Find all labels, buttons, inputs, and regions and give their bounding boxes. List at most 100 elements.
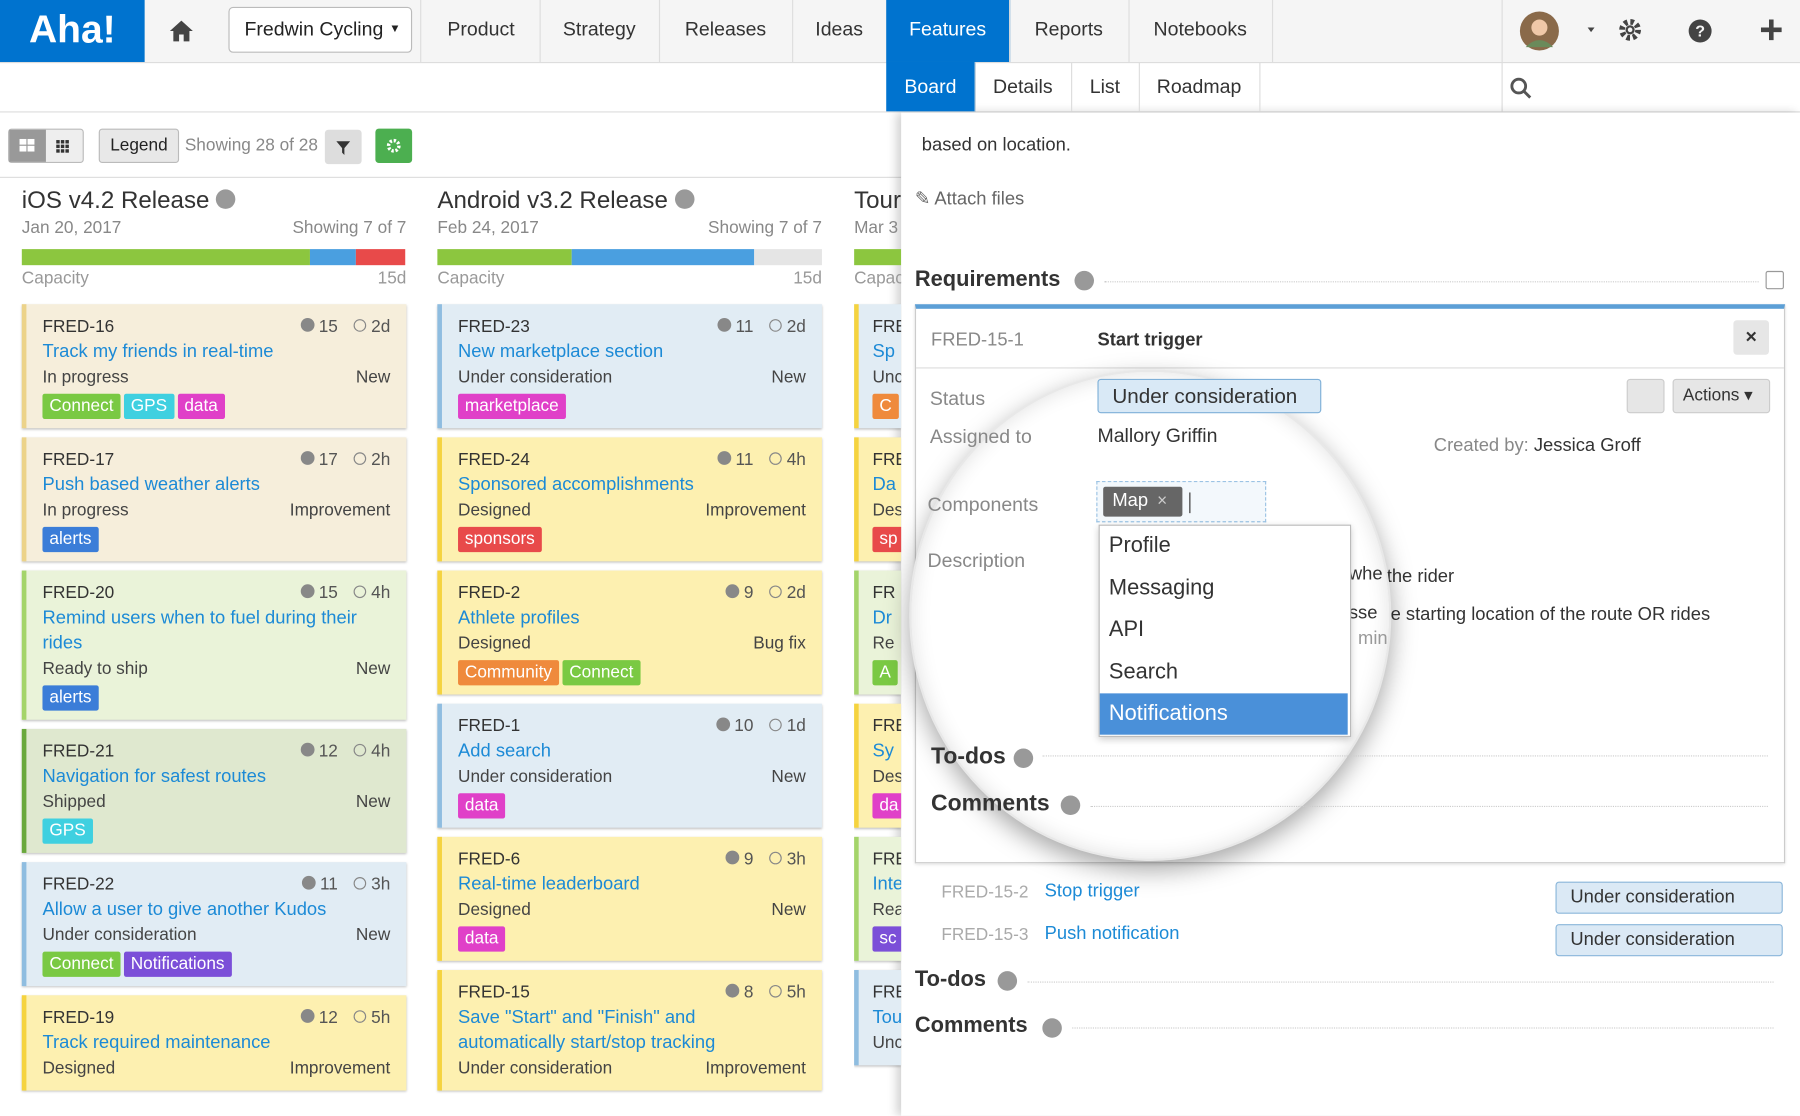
tag: Community — [458, 660, 559, 686]
settings-button[interactable] — [375, 128, 413, 164]
created-label: Created by: — [1433, 436, 1529, 456]
feature-card[interactable]: FRED-1 10 1d Add search Under consideration N… — [437, 703, 822, 828]
requirement-id: FRED-15-1 — [930, 330, 1024, 351]
feature-card[interactable]: FRED-23 11 2d New marketplace section Under … — [437, 304, 822, 429]
card-list: FRED-23 11 2d New marketplace section Under … — [437, 304, 822, 1091]
requirement-title[interactable]: Stop trigger — [1044, 881, 1140, 902]
feature-card[interactable]: FRED-24 11 4h Sponsored accomplishments Desi… — [437, 437, 822, 562]
remove-tag[interactable]: × — [1157, 491, 1168, 511]
card-tags: Community Connect — [458, 657, 806, 686]
tag: sponsors — [458, 526, 542, 553]
feature-card[interactable]: FRE Sp Unc C — [854, 304, 902, 429]
add-icon[interactable] — [997, 971, 1018, 991]
card-type: Improvement — [289, 1058, 391, 1078]
feature-card[interactable]: FRED-6 9 3h Real-time leaderboard Designed Ne… — [437, 836, 822, 961]
card-status-row: Des — [872, 765, 901, 790]
actions-button[interactable]: Actions ▾ — [1672, 378, 1771, 414]
feature-card[interactable]: FRED-20 15 4h Remind users when to fuel dur… — [21, 570, 407, 720]
card-title: Save "Start" and "Finish" and automatica… — [458, 1007, 716, 1053]
feature-card[interactable]: FR Dr Re A — [854, 570, 902, 695]
logo[interactable]: Aha! — [0, 0, 145, 62]
settings-icon[interactable] — [1617, 17, 1642, 42]
card-title: Sp — [872, 342, 895, 362]
collapse-icon[interactable] — [1765, 270, 1784, 290]
card-view[interactable] — [9, 129, 46, 162]
capacity-segment — [309, 249, 356, 266]
release-column: iOS v4.2 Release Jan 20, 2017 Showing 7 of… — [21, 184, 407, 1100]
avatar[interactable] — [1519, 10, 1599, 51]
capacity-row: Capac — [854, 265, 901, 297]
sub-tab[interactable]: Details — [975, 61, 1073, 112]
card-status-row: Under consideration Improvement — [458, 1056, 806, 1081]
sub-tab[interactable]: Board — [886, 61, 976, 112]
requirement-title[interactable]: Push notification — [1044, 924, 1180, 944]
status-select[interactable]: Under consideration — [1555, 924, 1783, 957]
link-button[interactable] — [1626, 378, 1665, 414]
dropdown-option[interactable]: API — [1108, 617, 1145, 642]
card-header: FRED-16 15 2d — [42, 315, 390, 340]
home-icon[interactable] — [168, 18, 196, 43]
card-header: FRED-21 12 4h — [42, 739, 390, 764]
status-select[interactable]: Under consideration — [1555, 881, 1783, 914]
legend-button[interactable]: Legend — [98, 128, 180, 164]
close-button[interactable]: × — [1733, 320, 1770, 355]
nav-tab[interactable]: Reports — [1009, 0, 1130, 62]
sub-tab[interactable]: List — [1071, 61, 1140, 112]
search[interactable] — [1501, 61, 1800, 113]
feature-card[interactable]: FRE Da Des sp — [854, 437, 902, 562]
card-status-row: Shipped New — [42, 790, 390, 815]
card-tags: da — [872, 790, 902, 819]
card-status: Des — [872, 500, 902, 521]
feature-card[interactable]: FRED-22 11 3h Allow a user to give another … — [21, 862, 407, 987]
feature-card[interactable]: FRE Sy Des da — [854, 703, 902, 828]
feature-card[interactable]: FRED-15 8 5h Save "Start" and "Finish" and … — [437, 970, 822, 1091]
card-status: Rea — [872, 899, 902, 920]
tag: C — [872, 393, 899, 420]
capacity-row: Capacity 15d — [22, 265, 407, 297]
nav-tab[interactable]: Strategy — [540, 0, 661, 62]
showing-count: Showing 28 of 28 — [184, 135, 318, 155]
tag: sp — [872, 526, 902, 553]
add-icon[interactable] — [1060, 795, 1081, 816]
card-status-row: Under consideration New — [458, 365, 806, 390]
dropdown-option[interactable]: Profile — [1108, 533, 1171, 558]
dropdown-option[interactable]: Search — [1108, 659, 1179, 684]
view-toggle[interactable] — [8, 128, 84, 164]
release-meta: Feb 24, 2017 Showing 7 of 7 — [437, 218, 822, 243]
release-column: Android v3.2 Release Feb 24, 2017 Showing … — [437, 184, 822, 1100]
nav-tab[interactable]: Ideas — [792, 0, 888, 62]
feature-card[interactable]: FRED-19 12 5h Track required maintenance Des… — [21, 995, 407, 1091]
dropdown-option[interactable]: Notifications — [1099, 693, 1348, 736]
sub-tab[interactable]: Roadmap — [1139, 61, 1261, 112]
add-icon[interactable] — [1759, 17, 1784, 42]
nav-tab[interactable]: Product — [422, 0, 541, 62]
feature-card[interactable]: FRED-21 12 4h Navigation for safest routes S… — [21, 728, 407, 853]
nav-tab[interactable]: Notebooks — [1128, 0, 1274, 62]
card-score: 12 — [318, 741, 338, 762]
card-status: Under consideration — [458, 1058, 613, 1078]
dropdown-option[interactable]: Messaging — [1108, 575, 1215, 600]
card-type: New — [355, 792, 391, 812]
card-title: New marketplace section — [458, 342, 664, 362]
card-metrics: 17 2h — [300, 448, 390, 473]
feature-card[interactable]: FRED-2 9 2d Athlete profiles Designed Bug fix… — [437, 570, 822, 695]
feature-card[interactable]: FRE Inte Rea sc — [854, 836, 902, 961]
add-icon[interactable] — [1042, 1018, 1062, 1038]
add-icon[interactable] — [1074, 270, 1095, 291]
add-icon[interactable] — [1013, 748, 1034, 768]
filter-button[interactable] — [324, 129, 362, 165]
nav-tab[interactable]: Releases — [659, 0, 794, 62]
card-tags: A — [872, 657, 901, 686]
card-tags: C — [872, 390, 901, 420]
feature-card[interactable]: FRED-16 15 2d Track my friends in real-time… — [21, 304, 407, 429]
card-estimate: 2d — [371, 316, 391, 337]
feature-card[interactable]: FRED-17 17 2h Push based weather alerts In p… — [21, 437, 407, 562]
help-icon[interactable]: ? — [1687, 18, 1712, 43]
card-estimate: 5h — [371, 1007, 391, 1028]
nav-tab[interactable]: Features — [886, 0, 1011, 62]
card-title: Inte — [872, 874, 902, 895]
status-select[interactable]: Under consideration — [1097, 378, 1322, 414]
feature-card[interactable]: FRE Tou Unc — [854, 970, 902, 1066]
workspace-select[interactable]: Fredwin Cycling ▼ — [228, 6, 413, 53]
card-status-row: Ready to ship New — [42, 657, 390, 682]
